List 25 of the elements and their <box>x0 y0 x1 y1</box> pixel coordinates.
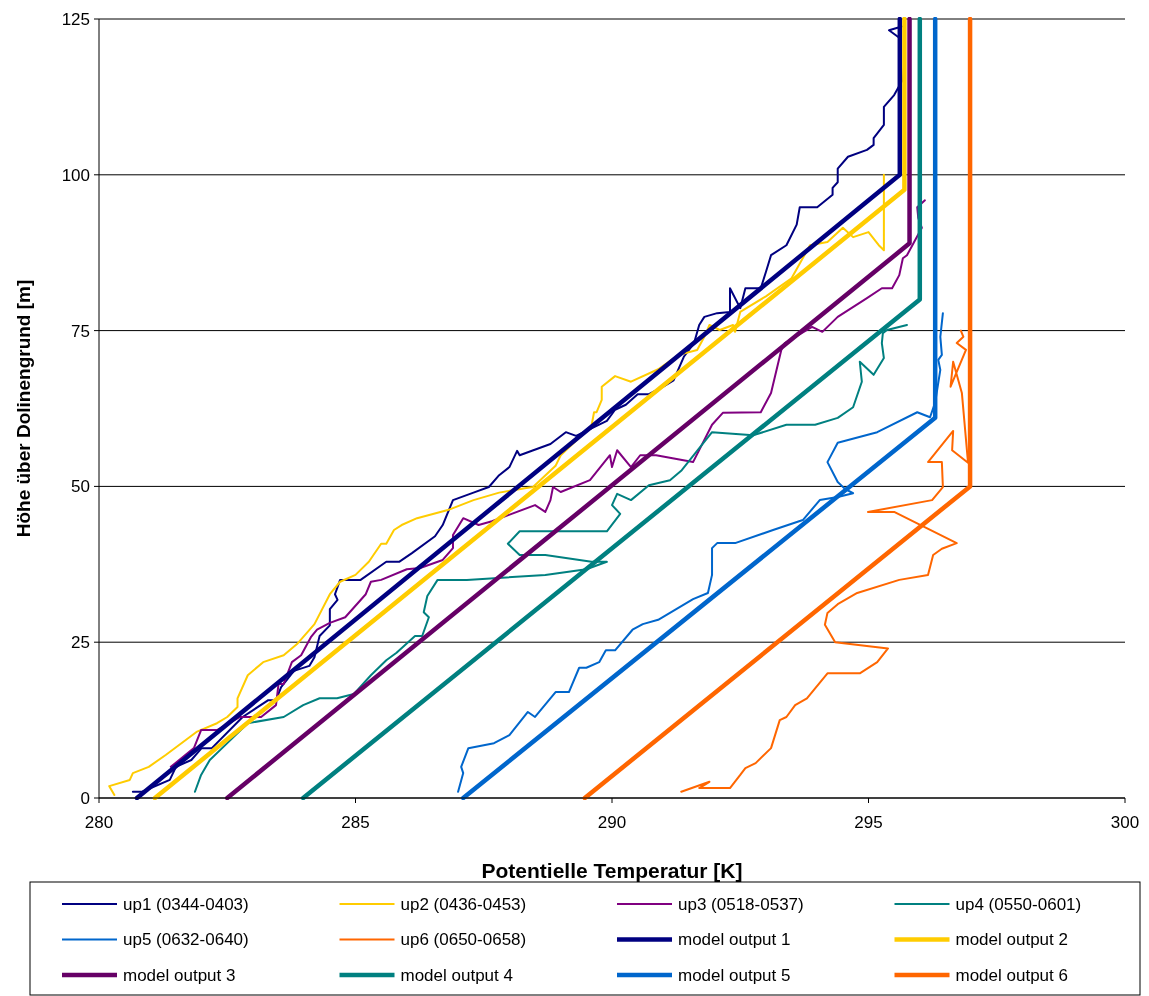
legend-label: model output 2 <box>955 930 1068 950</box>
legend-label: model output 1 <box>678 930 791 950</box>
legend-label: up5 (0632-0640) <box>123 930 249 950</box>
legend-label: up3 (0518-0537) <box>678 894 804 914</box>
legend-label: model output 3 <box>123 965 236 985</box>
legend-label: up1 (0344-0403) <box>123 894 249 914</box>
y-tick-label: 100 <box>61 165 90 185</box>
y-axis-title: Höhe über Dolinengrund [m] <box>13 279 34 538</box>
legend-label: model output 6 <box>955 965 1068 985</box>
legend-label: model output 5 <box>678 965 791 985</box>
x-tick-label: 285 <box>341 813 370 832</box>
legend-label: up4 (0550-0601) <box>955 894 1082 914</box>
x-tick-label: 290 <box>597 813 627 832</box>
y-tick-label: 125 <box>61 9 90 29</box>
legend-label: up2 (0436-0453) <box>400 894 527 914</box>
y-tick-label: 50 <box>71 477 90 497</box>
legend-label: model output 4 <box>400 965 513 985</box>
x-tick-label: 300 <box>1110 813 1140 832</box>
x-tick-label: 295 <box>854 813 883 832</box>
y-tick-label: 75 <box>71 321 90 341</box>
x-tick-label: 280 <box>84 813 114 832</box>
y-tick-label: 0 <box>80 788 90 808</box>
y-tick-label: 25 <box>71 633 90 653</box>
x-axis-title: Potentielle Temperatur [K] <box>481 859 743 882</box>
legend-label: up6 (0650-0658) <box>400 930 527 950</box>
